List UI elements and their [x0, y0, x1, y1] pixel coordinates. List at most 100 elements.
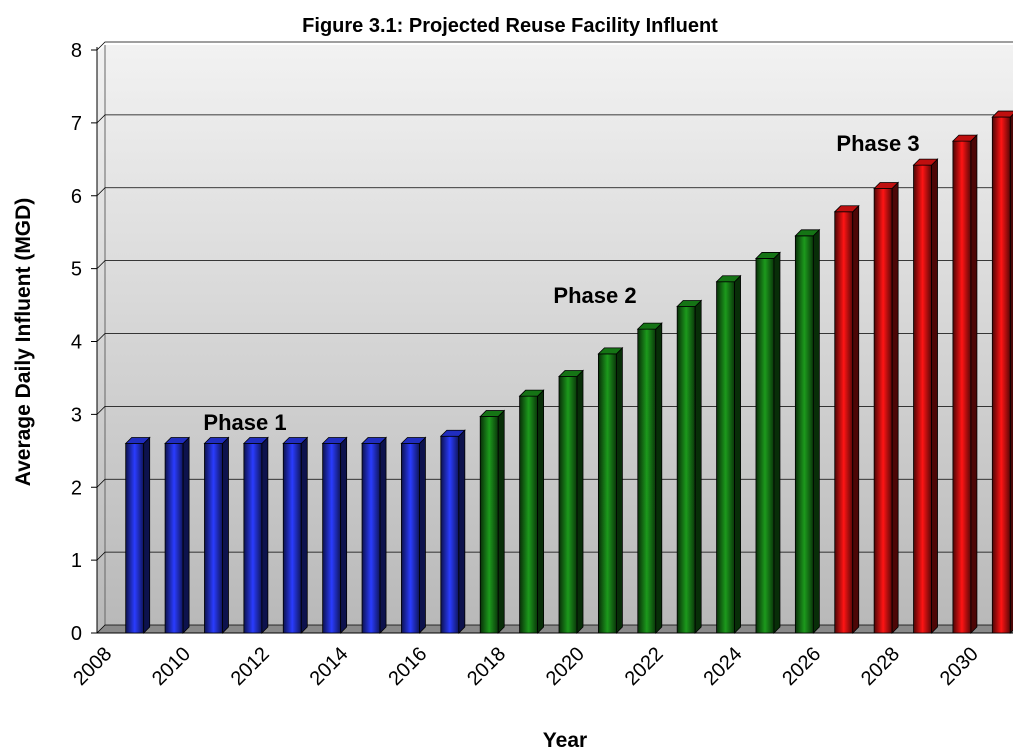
bar	[597, 353, 617, 634]
bar	[637, 328, 657, 634]
bar-top	[558, 370, 584, 377]
x-tick-label: 2018	[463, 643, 510, 690]
bar	[716, 281, 735, 634]
bar	[873, 188, 893, 634]
y-tick-label: 4	[71, 332, 82, 354]
x-tick-label: 2014	[306, 643, 353, 690]
y-tick-label: 7	[71, 113, 82, 135]
bar-top	[518, 389, 545, 397]
x-tick-label: 2028	[857, 643, 904, 690]
bar-side	[970, 134, 978, 634]
bar	[991, 116, 1011, 634]
x-axis-title: Year	[543, 729, 587, 751]
bar-side	[458, 429, 466, 634]
annotation: Phase 2	[553, 283, 636, 308]
bar-top	[400, 437, 427, 444]
x-tick-label: 2010	[148, 643, 195, 690]
bar	[440, 435, 460, 634]
bar-top	[676, 300, 703, 307]
bar	[322, 443, 342, 634]
grid-line	[96, 41, 1013, 51]
bar	[755, 258, 775, 634]
bar-side	[655, 322, 663, 634]
bar-top	[991, 110, 1013, 118]
grid-line	[96, 478, 1013, 488]
x-tick-label: 2008	[69, 643, 116, 690]
grid-line	[96, 114, 1013, 124]
bar-top	[833, 205, 860, 213]
y-tick-label: 8	[71, 40, 82, 62]
bar-top	[873, 182, 900, 189]
grid-line	[96, 551, 1013, 561]
bar-side	[852, 204, 860, 634]
bar-top	[794, 229, 821, 237]
annotation: Phase 3	[836, 131, 919, 156]
grid-line	[96, 624, 1013, 634]
y-tick-label: 3	[71, 404, 82, 426]
bar-side	[931, 158, 938, 634]
x-tick-label: 2026	[778, 643, 825, 690]
bar	[479, 416, 499, 634]
bar-top	[439, 429, 466, 437]
bar-side	[734, 274, 741, 634]
bar-side	[497, 409, 505, 634]
chart-title: Figure 3.1: Projected Reuse Facility Inf…	[302, 15, 718, 37]
bar-side	[261, 436, 269, 634]
bar	[401, 443, 420, 634]
bar-side	[182, 436, 190, 634]
bar-top	[912, 158, 939, 166]
bar-top	[361, 437, 388, 444]
bar-side	[615, 346, 623, 634]
bar-side	[812, 228, 820, 634]
bar-top	[715, 275, 742, 283]
bar-side	[773, 251, 781, 634]
y-tick-label: 2	[71, 477, 82, 499]
bar	[164, 443, 184, 634]
bar-side	[694, 299, 702, 634]
bar	[558, 376, 578, 634]
bar-top	[164, 437, 191, 444]
bar-top	[203, 437, 230, 444]
x-tick-label: 2022	[621, 643, 668, 690]
bar-top	[597, 347, 624, 355]
bar	[243, 443, 263, 634]
y-tick-label: 5	[71, 259, 82, 281]
y-tick-label: 6	[71, 186, 82, 208]
bar	[125, 443, 145, 634]
grid-line	[96, 333, 1013, 342]
bar-side	[1009, 113, 1013, 634]
x-tick-label: 2012	[227, 643, 274, 690]
bar-side	[379, 436, 387, 634]
bar-top	[321, 437, 348, 444]
bar-side	[537, 389, 545, 634]
bar-side	[576, 369, 584, 634]
bar	[676, 306, 696, 634]
x-tick-label: 2024	[699, 643, 746, 690]
grid-line	[96, 260, 1013, 269]
bar-side	[340, 436, 348, 634]
bar-side	[419, 436, 426, 634]
grid-line	[96, 187, 1013, 197]
x-tick-label: 2030	[936, 643, 983, 690]
y-tick-label: 0	[71, 623, 82, 645]
bar	[282, 443, 302, 634]
bar-side	[891, 181, 899, 634]
bar	[794, 235, 814, 634]
bar	[361, 443, 381, 634]
bar	[834, 211, 854, 634]
x-tick-label: 2016	[384, 643, 431, 690]
bar	[913, 164, 932, 634]
bar-side	[143, 436, 151, 634]
annotation: Phase 1	[203, 410, 286, 435]
bar	[519, 395, 539, 634]
bar	[204, 443, 223, 634]
y-tick-label: 1	[71, 550, 82, 572]
grid-line	[96, 405, 1013, 415]
bar-top	[951, 134, 978, 142]
bar-top	[754, 252, 781, 259]
bar-side	[300, 436, 308, 634]
y-axis-title: Average Daily Influent (MGD)	[12, 198, 35, 487]
bar-side	[222, 436, 229, 634]
bar-top	[242, 437, 269, 444]
